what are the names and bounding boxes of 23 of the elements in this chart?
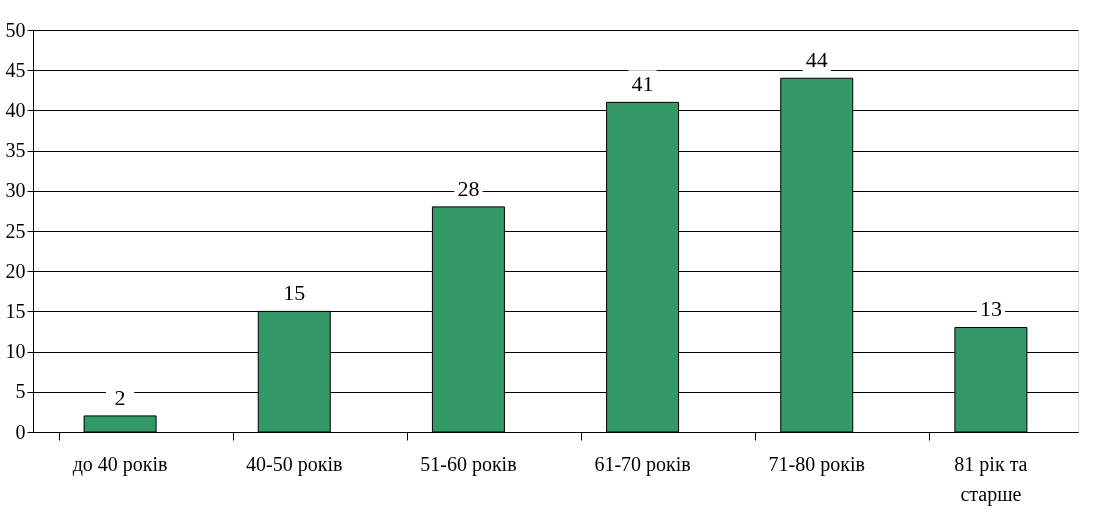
y-tick-label: 20 [5, 259, 26, 282]
y-tick-label: 45 [5, 58, 26, 81]
x-tick-label: 71-80 років [768, 452, 865, 476]
y-tick-label: 25 [5, 219, 26, 242]
y-tick-label: 35 [5, 139, 26, 162]
x-tick-label: 40-50 років [246, 452, 343, 476]
y-tick-label: 0 [15, 420, 26, 443]
y-tick-label: 50 [5, 18, 26, 41]
data-label: 15 [283, 280, 306, 306]
y-tick-label: 10 [5, 340, 26, 363]
data-label: 2 [114, 384, 126, 410]
y-tick-label: 15 [5, 299, 26, 322]
x-tick-label: 51-60 років [420, 452, 517, 476]
y-tick-label: 30 [5, 179, 26, 202]
data-label: 44 [805, 47, 828, 73]
data-label: 41 [631, 71, 654, 97]
y-tick-label: 5 [15, 380, 26, 403]
x-tick-label: 81 рік та старше [954, 452, 1028, 506]
x-tick-label: 61-70 років [594, 452, 691, 476]
x-tick-label: до 40 років [72, 452, 168, 476]
y-tick-label: 40 [5, 98, 26, 121]
data-label: 28 [457, 175, 480, 201]
data-label: 13 [979, 296, 1002, 322]
